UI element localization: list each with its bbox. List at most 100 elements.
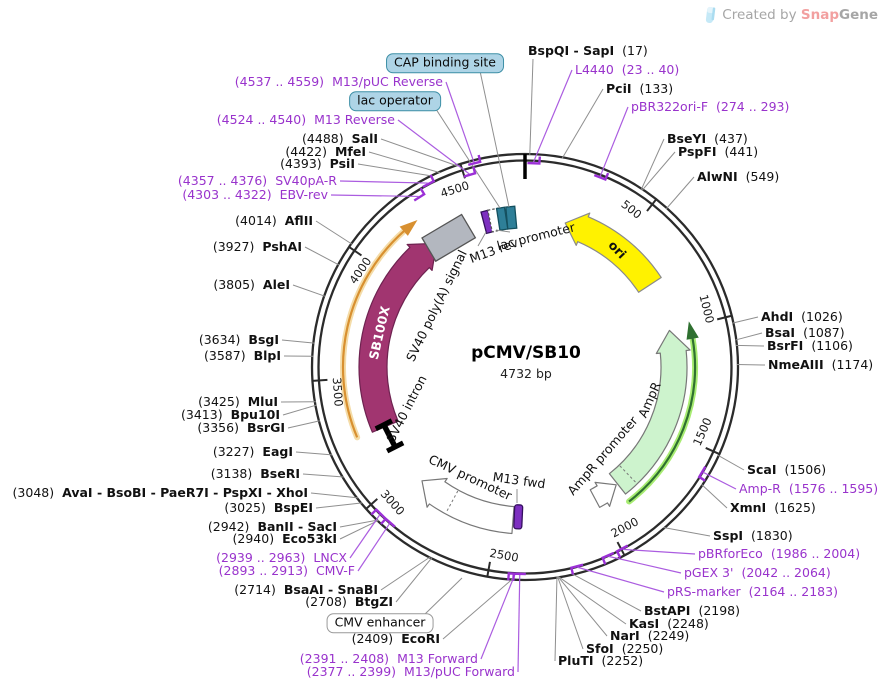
leader-AflII — [315, 220, 353, 245]
primer-range: (2939 .. 2963) — [216, 549, 306, 565]
leader-SfoI — [557, 576, 584, 650]
enzyme-name: BspEI — [273, 499, 313, 515]
enzyme-name: PshAI — [262, 238, 302, 254]
primer-name: pGEX 3' — [684, 564, 734, 580]
leader-MfeI — [368, 151, 441, 174]
enzyme-label-PluTI: PluTI (2252) — [558, 652, 643, 668]
primer-label-L4440: L4440 (23 .. 40) — [575, 61, 680, 77]
leader-AvaGroup — [310, 492, 359, 499]
plasmid-name: pCMV/SB10 — [471, 343, 581, 363]
boxed-label-lacop: lac operator — [349, 91, 441, 111]
enzyme-pos: (1506) — [784, 461, 827, 477]
enzyme-name: MluI — [247, 393, 278, 409]
enzyme-pos: (1830) — [751, 527, 793, 543]
enzyme-name: BtgZI — [354, 593, 393, 609]
enzyme-name: BanII - SacI — [257, 518, 337, 534]
leader-EagI — [295, 451, 333, 456]
enzyme-name: NmeAIII — [768, 356, 824, 372]
enzyme-label-PsiI: (4393) PsiI — [280, 155, 355, 171]
primer-leader-LNCX — [349, 514, 381, 559]
enzyme-name: Bpu10I — [230, 406, 280, 422]
leader-XmnI — [701, 484, 728, 509]
primer-label-EBVrev: (4303 .. 4322) EBV-rev — [182, 188, 328, 202]
enzyme-label-BseYI: BseYI (437) — [667, 130, 748, 146]
primer-tick-M13pUCForward — [512, 572, 526, 581]
primer-name: LNCX — [313, 549, 347, 565]
enzyme-pos: (3356) — [197, 419, 239, 435]
enzyme-pos: (3138) — [210, 465, 253, 481]
enzyme-name: BstAPI — [644, 602, 691, 618]
tick-3000 — [365, 498, 378, 510]
primer-leader-CMVF — [357, 523, 391, 572]
primer-label-CMVF: (2893 .. 2913) CMV-F — [219, 564, 355, 578]
primer-tick-EBVrev — [413, 187, 426, 202]
leader-AleI — [292, 284, 326, 297]
primer-tick-LNCX — [370, 507, 386, 519]
primer-name: Amp-R — [739, 480, 781, 496]
primer-leader-pBR322oriF — [599, 106, 629, 177]
enzyme-pos: (3048) — [12, 484, 55, 500]
primer-range: (23 .. 40) — [621, 61, 680, 77]
primer-leader-AmpR — [702, 471, 737, 490]
enzyme-pos: (3634) — [198, 331, 241, 347]
enzyme-label-AflII: (4014) AflII — [235, 212, 313, 228]
feature-lac-operator-box — [495, 206, 509, 231]
enzyme-label-Bpu10I: (3413) Bpu10I — [181, 406, 280, 422]
leader-SalI — [380, 138, 458, 167]
enzyme-pos: (17) — [622, 42, 648, 58]
plasmid-size: 4732 bp — [500, 366, 552, 381]
enzyme-pos: (133) — [639, 80, 674, 96]
tick-500 — [646, 198, 658, 212]
enzyme-pos: (2409) — [351, 630, 394, 646]
primer-label-M13pUCReverse: (4537 .. 4559) M13/pUC Reverse — [235, 75, 443, 89]
watermark-text: Created by SnapGene — [722, 7, 878, 23]
leader-BseYI — [640, 138, 665, 190]
primer-label-SV40pAR: (4357 .. 4376) SV40pA-R — [178, 174, 337, 188]
feature-ampr-divider — [619, 465, 637, 484]
enzyme-label-BsrFI: BsrFI (1106) — [767, 339, 853, 353]
primer-tick-L4440 — [527, 156, 542, 165]
enzyme-pos: (437) — [714, 130, 748, 146]
leader-AlwNI — [665, 176, 695, 210]
enzyme-name: PluTI — [558, 652, 594, 668]
leader-BspEI — [315, 502, 363, 509]
primer-tick-pBRforEco — [615, 544, 629, 559]
enzyme-pos: (4014) — [235, 212, 277, 228]
plasmid-title: pCMV/SB10 4732 bp — [471, 343, 581, 381]
enzyme-name: Eco53kI — [282, 530, 337, 546]
enzyme-name: XmnI — [730, 499, 767, 515]
primer-tick-SV40pAR — [422, 174, 436, 188]
watermark-brand-snap: Snap — [800, 7, 839, 23]
enzyme-name: AvaI - BsoBI - PaeR7I - PspXI - XhoI — [62, 484, 308, 500]
enzyme-name: BsrGI — [246, 419, 285, 435]
leader-SspI — [663, 527, 711, 537]
primer-tick-M13Reverse — [463, 166, 477, 178]
tick-2500 — [486, 561, 491, 577]
leader-PciI — [561, 88, 604, 159]
enzyme-pos: (3227) — [212, 443, 255, 459]
enzyme-label-MfeI: (4422) MfeI — [285, 145, 366, 159]
enzyme-pos: (3587) — [204, 347, 246, 363]
enzyme-pos: (2940) — [232, 530, 275, 546]
primer-range: (1986 .. 2004) — [770, 545, 861, 561]
primer-range: (4524 .. 4540) — [216, 111, 307, 127]
enzyme-name: AleI — [262, 276, 290, 292]
leader-NarI — [557, 576, 608, 637]
feature-cmv-divider — [445, 490, 459, 514]
tick-1000 — [716, 314, 732, 321]
primer-name: M13 Reverse — [314, 111, 395, 127]
primer-leader-pBRforEco — [622, 548, 696, 555]
primer-label-LNCX: (2939 .. 2963) LNCX — [216, 549, 347, 565]
primer-leader-M13Reverse — [397, 119, 470, 175]
leader-lac-promoter-label — [495, 229, 511, 233]
enzyme-pos: (2708) — [305, 593, 347, 609]
primer-range: (1576 .. 1595) — [788, 480, 879, 496]
enzyme-name: PsiI — [329, 155, 355, 171]
enzyme-name: PciI — [606, 80, 632, 96]
enzyme-label-SalI: (4488) SalI — [302, 132, 378, 146]
primer-leader-EBVrev — [330, 194, 419, 198]
feature-sb100x-thin-arrow-head — [399, 220, 418, 236]
enzyme-name: BsaAI - SnaBI — [283, 581, 378, 597]
